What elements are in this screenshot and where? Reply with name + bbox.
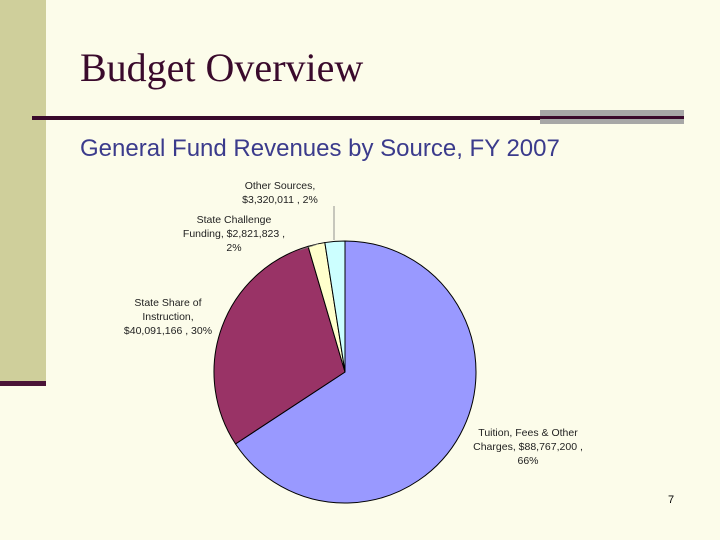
slide-subtitle: General Fund Revenues by Source, FY 2007	[80, 135, 560, 162]
slice-label: State Challenge Funding, $2,821,823 , 2%	[183, 214, 285, 254]
slice-label: State Share of Instruction, $40,091,166 , …	[124, 297, 212, 337]
left-accent-bar	[0, 0, 46, 383]
slide-title: Budget Overview	[80, 45, 364, 90]
leader-line	[299, 243, 319, 251]
pie-slice-other-sources	[324, 240, 346, 373]
pie-slice-tuition-fees-other-charges	[234, 240, 477, 504]
slice-label: Tuition, Fees & Other Charges, $88,767,20…	[473, 427, 583, 467]
title-rule-accent-line	[540, 116, 684, 119]
slice-label: Other Sources, $3,320,011 , 2%	[242, 180, 318, 206]
page-number: 7	[668, 494, 675, 506]
title-rule	[32, 116, 542, 120]
left-accent-bar-edge	[0, 381, 46, 386]
pie-slice-state-share-of-instruction	[213, 245, 346, 445]
